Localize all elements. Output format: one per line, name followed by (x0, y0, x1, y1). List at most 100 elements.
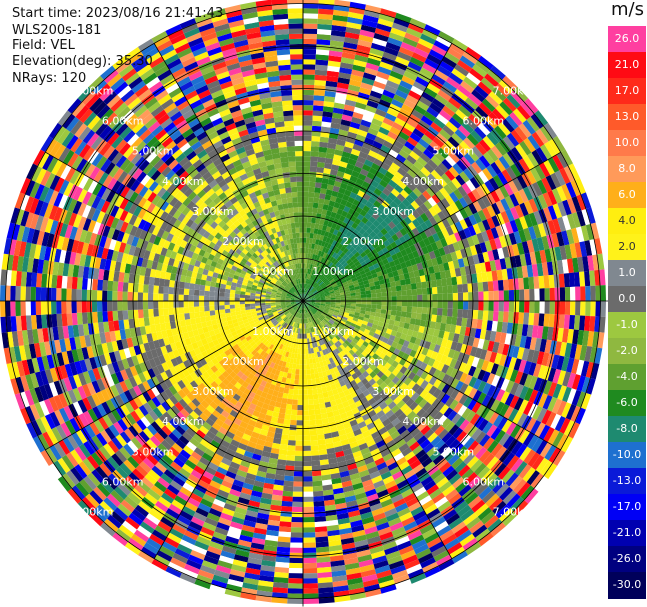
velocity-gate (279, 444, 288, 451)
velocity-gate (454, 267, 462, 277)
velocity-gate (406, 389, 416, 398)
velocity-gate (311, 212, 317, 219)
velocity-gate (349, 233, 356, 240)
velocity-gate (345, 230, 353, 238)
velocity-gate (309, 171, 317, 178)
velocity-gate (372, 276, 379, 282)
velocity-gate (319, 219, 325, 226)
velocity-gate (397, 412, 407, 422)
velocity-gate (491, 374, 501, 387)
velocity-gate (573, 315, 581, 330)
velocity-gate (385, 153, 396, 163)
velocity-gate (313, 265, 317, 271)
velocity-gate (419, 231, 428, 240)
velocity-gate (362, 370, 370, 378)
velocity-gate (491, 270, 498, 282)
velocity-gate (288, 429, 297, 436)
velocity-gate (351, 298, 357, 301)
velocity-gate (365, 290, 372, 295)
velocity-gate (445, 366, 454, 377)
velocity-gate (331, 117, 342, 125)
velocity-gate (380, 287, 387, 293)
velocity-gate (368, 196, 377, 205)
velocity-gate (364, 137, 375, 146)
velocity-gate (359, 29, 375, 38)
velocity-gate (321, 312, 327, 316)
velocity-gate (312, 290, 318, 294)
velocity-gate (377, 321, 384, 327)
velocity-gate (366, 154, 376, 163)
velocity-gate (383, 354, 391, 363)
velocity-gate (318, 307, 324, 311)
velocity-gate (344, 264, 351, 270)
velocity-gate (492, 280, 499, 291)
velocity-gate (322, 311, 328, 315)
velocity-gate (585, 361, 595, 379)
velocity-gate (465, 345, 473, 356)
velocity-gate (328, 289, 335, 293)
velocity-gate (303, 217, 308, 223)
velocity-gate (433, 213, 442, 224)
velocity-gate (414, 318, 421, 326)
velocity-gate (310, 222, 316, 229)
velocity-gate (472, 200, 483, 213)
velocity-gate (364, 176, 373, 185)
velocity-gate (402, 241, 410, 250)
velocity-gate (351, 266, 358, 272)
velocity-gate (380, 122, 392, 131)
velocity-gate (310, 310, 315, 315)
velocity-gate (431, 335, 439, 345)
velocity-gate (418, 138, 430, 149)
velocity-gate (558, 273, 565, 288)
velocity-gate (495, 504, 511, 519)
velocity-gate (550, 413, 562, 430)
velocity-gate (379, 414, 389, 423)
velocity-gate (447, 410, 458, 422)
velocity-gate (510, 496, 525, 512)
velocity-gate (315, 49, 330, 56)
velocity-gate (312, 233, 318, 240)
velocity-gate (523, 401, 534, 416)
velocity-gate (332, 206, 339, 214)
velocity-gate (433, 40, 450, 52)
velocity-gate (502, 136, 516, 150)
velocity-gate (458, 484, 472, 497)
velocity-gate (466, 236, 475, 247)
velocity-gate (430, 155, 442, 167)
velocity-gate (377, 260, 385, 267)
velocity-gate (434, 271, 442, 280)
velocity-gate (324, 247, 330, 254)
velocity-gate (528, 198, 539, 213)
velocity-gate (373, 405, 383, 414)
velocity-gate (388, 149, 399, 159)
velocity-gate (442, 125, 455, 137)
velocity-gate (382, 117, 395, 127)
velocity-gate (340, 239, 347, 246)
velocity-gate (514, 204, 524, 218)
velocity-gate (371, 301, 377, 305)
velocity-gate (283, 485, 294, 492)
velocity-gate (418, 471, 431, 483)
velocity-gate (587, 331, 595, 347)
velocity-gate (416, 215, 425, 225)
velocity-gate (292, 399, 298, 405)
velocity-gate (416, 184, 426, 194)
velocity-gate (321, 320, 327, 326)
velocity-gate (316, 286, 322, 291)
velocity-gate (392, 325, 399, 332)
velocity-gate (442, 293, 448, 301)
velocity-gate (293, 384, 299, 390)
velocity-gate (303, 89, 315, 96)
velocity-gate (492, 341, 500, 353)
velocity-gate (352, 257, 359, 264)
velocity-gate (420, 222, 429, 232)
velocity-gate (303, 522, 315, 528)
velocity-gate (461, 468, 474, 481)
velocity-gate (331, 282, 337, 287)
velocity-gate (488, 177, 500, 191)
velocity-gate (286, 455, 295, 461)
velocity-gate (443, 347, 451, 357)
velocity-gate (312, 315, 317, 320)
velocity-gate (361, 19, 378, 28)
velocity-gate (355, 245, 362, 252)
